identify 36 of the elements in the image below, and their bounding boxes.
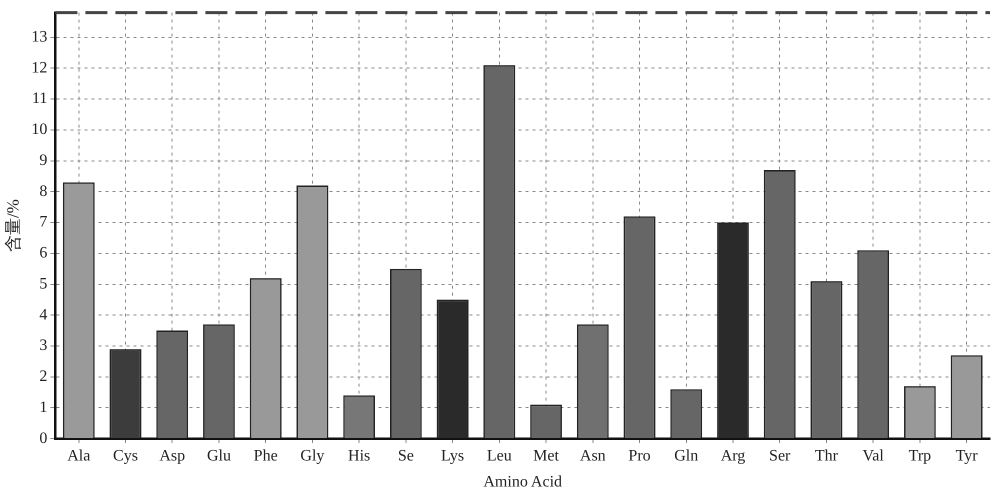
- x-tick-label: Val: [862, 447, 884, 464]
- y-tick-label: 8: [39, 182, 48, 200]
- y-tick-label: 5: [39, 275, 48, 292]
- x-tick-label: Ala: [67, 447, 90, 464]
- x-tick-label: Phe: [254, 447, 278, 464]
- y-tick-label: 6: [39, 244, 48, 262]
- x-tick-label: Tyr: [956, 447, 978, 464]
- y-tick-label: 10: [31, 121, 48, 138]
- x-tick-label: Met: [533, 447, 560, 464]
- y-tick-label: 1: [39, 398, 48, 416]
- x-tick-label: Cys: [113, 447, 138, 464]
- x-tick-label: Arg: [720, 447, 746, 464]
- x-tick-label: Lys: [441, 447, 464, 464]
- x-tick-label: Leu: [486, 447, 512, 464]
- x-axis-title: Amino Acid: [483, 474, 562, 491]
- x-tick-label: Se: [398, 447, 414, 464]
- y-tick-label: 3: [39, 337, 48, 354]
- y-tick-label: 7: [39, 214, 48, 231]
- x-tick-label: Thr: [814, 447, 839, 464]
- x-tick-label: Pro: [628, 447, 651, 464]
- x-tick-label: Gln: [674, 447, 698, 464]
- y-tick-label: 12: [31, 59, 48, 76]
- y-tick-label: 0: [39, 430, 48, 447]
- x-tick-label: Asn: [580, 447, 606, 464]
- x-tick-label: His: [348, 447, 370, 464]
- y-axis-title: 含量/%: [4, 199, 23, 252]
- x-tick-label: Gly: [300, 447, 324, 464]
- x-tick-label: Glu: [206, 447, 231, 464]
- x-tick-label: Ser: [769, 447, 792, 464]
- y-tick-label: 13: [31, 28, 48, 46]
- y-tick-label: 9: [39, 152, 48, 169]
- x-tick-label: Trp: [908, 447, 932, 464]
- x-tick-label: Asp: [159, 447, 186, 464]
- y-tick-label: 2: [39, 368, 48, 386]
- y-tick-label: 11: [32, 90, 48, 108]
- y-tick-label: 4: [39, 306, 48, 324]
